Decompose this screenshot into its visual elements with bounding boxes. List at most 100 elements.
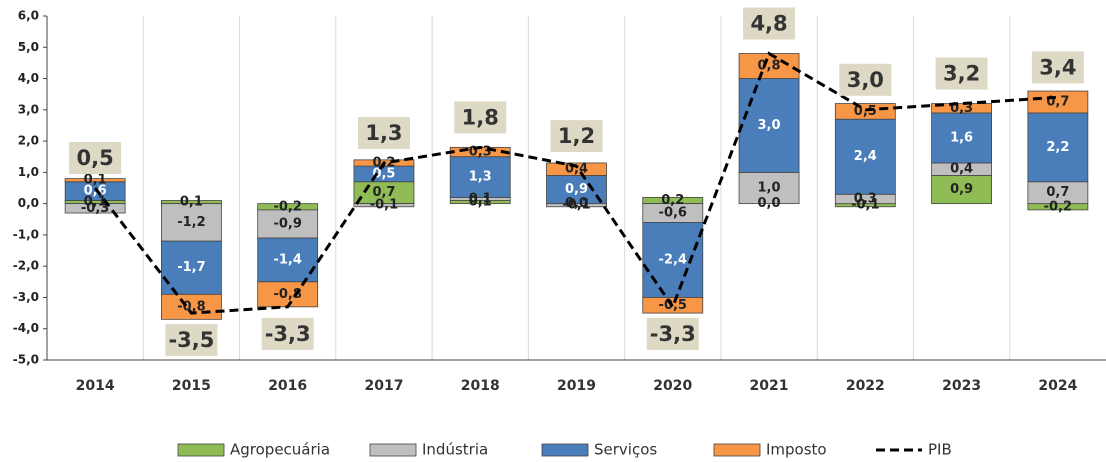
data-label: -0,1: [851, 198, 879, 213]
line-label: 3,4: [1039, 55, 1076, 79]
y-tick-label: 0,0: [18, 196, 39, 210]
legend-label: Agropecuária: [230, 441, 330, 459]
y-tick-label: -1,0: [13, 227, 39, 241]
data-label: -0,8: [273, 287, 301, 302]
bar-segment: [161, 240, 222, 295]
data-label: 2,4: [854, 149, 877, 164]
bar-segment: [546, 175, 607, 205]
x-tick-label: 2021: [750, 378, 789, 394]
data-label: -1,7: [177, 260, 205, 275]
y-tick-label: -2,0: [13, 259, 39, 273]
y-tick-label: -3,0: [13, 290, 39, 304]
line-label: 3,2: [943, 62, 980, 86]
data-label: -0,6: [659, 206, 687, 221]
bar-segment: [1027, 112, 1089, 183]
line-label: 4,8: [750, 12, 787, 36]
y-tick-label: 3,0: [18, 102, 39, 116]
label-box: [357, 116, 410, 149]
x-tick-label: 2015: [172, 378, 211, 394]
data-label: 0,0: [565, 196, 588, 211]
bar-segment: [931, 175, 992, 205]
legend-swatch: [369, 443, 417, 457]
x-tick-label: 2018: [461, 378, 500, 394]
x-tick-label: 2017: [364, 378, 403, 394]
data-label: 0,9: [565, 182, 588, 197]
data-label: 1,6: [950, 130, 973, 145]
line-label: 1,8: [462, 105, 499, 129]
x-tick-label: 2023: [942, 378, 981, 394]
data-label: 3,0: [758, 118, 781, 133]
line: [93, 51, 1058, 315]
data-label: -0,3: [81, 201, 109, 216]
y-tick-label: -5,0: [13, 353, 39, 367]
y-tick-label: 1,0: [18, 165, 39, 179]
x-tick-label: 2024: [1038, 378, 1077, 394]
x-tick-label: 2020: [653, 378, 692, 394]
label-box: [454, 101, 507, 134]
line-label: -3,5: [168, 328, 214, 352]
legend-swatch: [713, 443, 761, 457]
line-label: 0,5: [77, 146, 114, 170]
label-box: [743, 7, 796, 40]
label-box: [839, 63, 892, 96]
data-label: 0,1: [84, 173, 107, 188]
label-box: [69, 142, 122, 174]
bar-segment: [64, 203, 126, 214]
data-label: 0,4: [565, 162, 588, 177]
line-label: 1,3: [365, 121, 402, 145]
data-label: 0,0: [758, 196, 781, 211]
data-label: 0,7: [372, 185, 395, 200]
bar-segment: [738, 171, 800, 205]
data-label: 0,2: [661, 193, 684, 208]
legend-label: Serviços: [594, 441, 657, 459]
data-label: -0,1: [562, 198, 590, 213]
data-label: -0,2: [1044, 199, 1072, 214]
x-tick-label: 2014: [76, 378, 115, 394]
data-label: 2,2: [1046, 140, 1069, 155]
line-label: 3,0: [847, 68, 884, 92]
data-label: 0,5: [372, 166, 395, 181]
legend-label: PIB: [928, 441, 952, 459]
data-label: -1,4: [273, 252, 301, 267]
bar-segment: [353, 203, 415, 208]
data-label: 0,1: [469, 195, 492, 210]
label-box: [165, 324, 218, 357]
y-tick-label: 2,0: [18, 134, 39, 148]
data-label: 1,3: [469, 170, 492, 185]
data-label: 0,9: [950, 182, 973, 197]
legend-swatch: [541, 443, 589, 457]
bar-segment: [546, 162, 607, 176]
data-label: 0,3: [854, 191, 877, 206]
x-tick-label: 2016: [268, 378, 307, 394]
y-tick-label: 4,0: [18, 71, 39, 85]
bar-segment: [449, 156, 511, 198]
data-label: -2,4: [659, 252, 687, 267]
data-label: 1,0: [758, 181, 781, 196]
y-tick-label: 5,0: [18, 40, 39, 54]
bar-segment: [931, 112, 992, 164]
data-label: -0,9: [273, 216, 301, 231]
y-tick-label: 6,0: [18, 9, 39, 23]
legend-label: Indústria: [422, 441, 488, 459]
line-label: -3,3: [265, 322, 311, 346]
data-label: -0,1: [370, 198, 398, 213]
bar-segment: [64, 178, 126, 183]
data-label: 0,8: [758, 59, 781, 74]
line-label: -3,3: [650, 322, 696, 346]
bar-segment: [834, 118, 896, 195]
bar-segment: [642, 221, 704, 298]
label-box: [646, 317, 699, 350]
bar-segment: [257, 281, 319, 308]
data-label: 0,4: [950, 162, 973, 177]
data-label: 0,1: [180, 195, 203, 210]
x-tick-label: 2019: [557, 378, 596, 394]
line-label: 1,2: [558, 124, 595, 148]
data-label: 0,7: [1046, 185, 1069, 200]
bar-segment: [161, 293, 222, 320]
bar-segment: [931, 103, 992, 114]
data-label: 0,1: [469, 191, 492, 206]
legend-swatch: [177, 443, 225, 457]
bar-segment: [1027, 90, 1089, 114]
data-label: -0,2: [273, 199, 301, 214]
